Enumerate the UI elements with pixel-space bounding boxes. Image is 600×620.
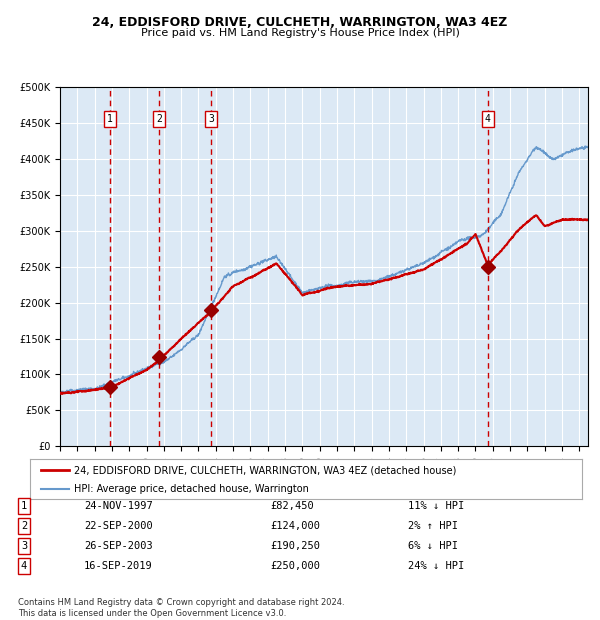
Text: 4: 4 <box>485 114 491 124</box>
Text: 16-SEP-2019: 16-SEP-2019 <box>84 560 153 570</box>
Text: £124,000: £124,000 <box>270 521 320 531</box>
Text: 24, EDDISFORD DRIVE, CULCHETH, WARRINGTON, WA3 4EZ: 24, EDDISFORD DRIVE, CULCHETH, WARRINGTO… <box>92 16 508 29</box>
Text: This data is licensed under the Open Government Licence v3.0.: This data is licensed under the Open Gov… <box>18 609 286 618</box>
Text: 11% ↓ HPI: 11% ↓ HPI <box>408 502 464 512</box>
Text: £190,250: £190,250 <box>270 541 320 551</box>
Text: 6% ↓ HPI: 6% ↓ HPI <box>408 541 458 551</box>
Text: 3: 3 <box>208 114 214 124</box>
Text: 24, EDDISFORD DRIVE, CULCHETH, WARRINGTON, WA3 4EZ (detached house): 24, EDDISFORD DRIVE, CULCHETH, WARRINGTO… <box>74 465 457 475</box>
Text: 1: 1 <box>107 114 113 124</box>
Text: 22-SEP-2000: 22-SEP-2000 <box>84 521 153 531</box>
Text: £82,450: £82,450 <box>270 502 314 512</box>
Text: 1: 1 <box>21 502 27 512</box>
Text: 2: 2 <box>21 521 27 531</box>
Text: 2: 2 <box>156 114 162 124</box>
Text: 24% ↓ HPI: 24% ↓ HPI <box>408 560 464 570</box>
Text: 24-NOV-1997: 24-NOV-1997 <box>84 502 153 512</box>
Text: 2% ↑ HPI: 2% ↑ HPI <box>408 521 458 531</box>
Text: 3: 3 <box>21 541 27 551</box>
Text: Price paid vs. HM Land Registry's House Price Index (HPI): Price paid vs. HM Land Registry's House … <box>140 28 460 38</box>
Text: Contains HM Land Registry data © Crown copyright and database right 2024.: Contains HM Land Registry data © Crown c… <box>18 598 344 608</box>
Text: HPI: Average price, detached house, Warrington: HPI: Average price, detached house, Warr… <box>74 484 309 494</box>
Text: 26-SEP-2003: 26-SEP-2003 <box>84 541 153 551</box>
Text: 4: 4 <box>21 560 27 570</box>
Text: £250,000: £250,000 <box>270 560 320 570</box>
